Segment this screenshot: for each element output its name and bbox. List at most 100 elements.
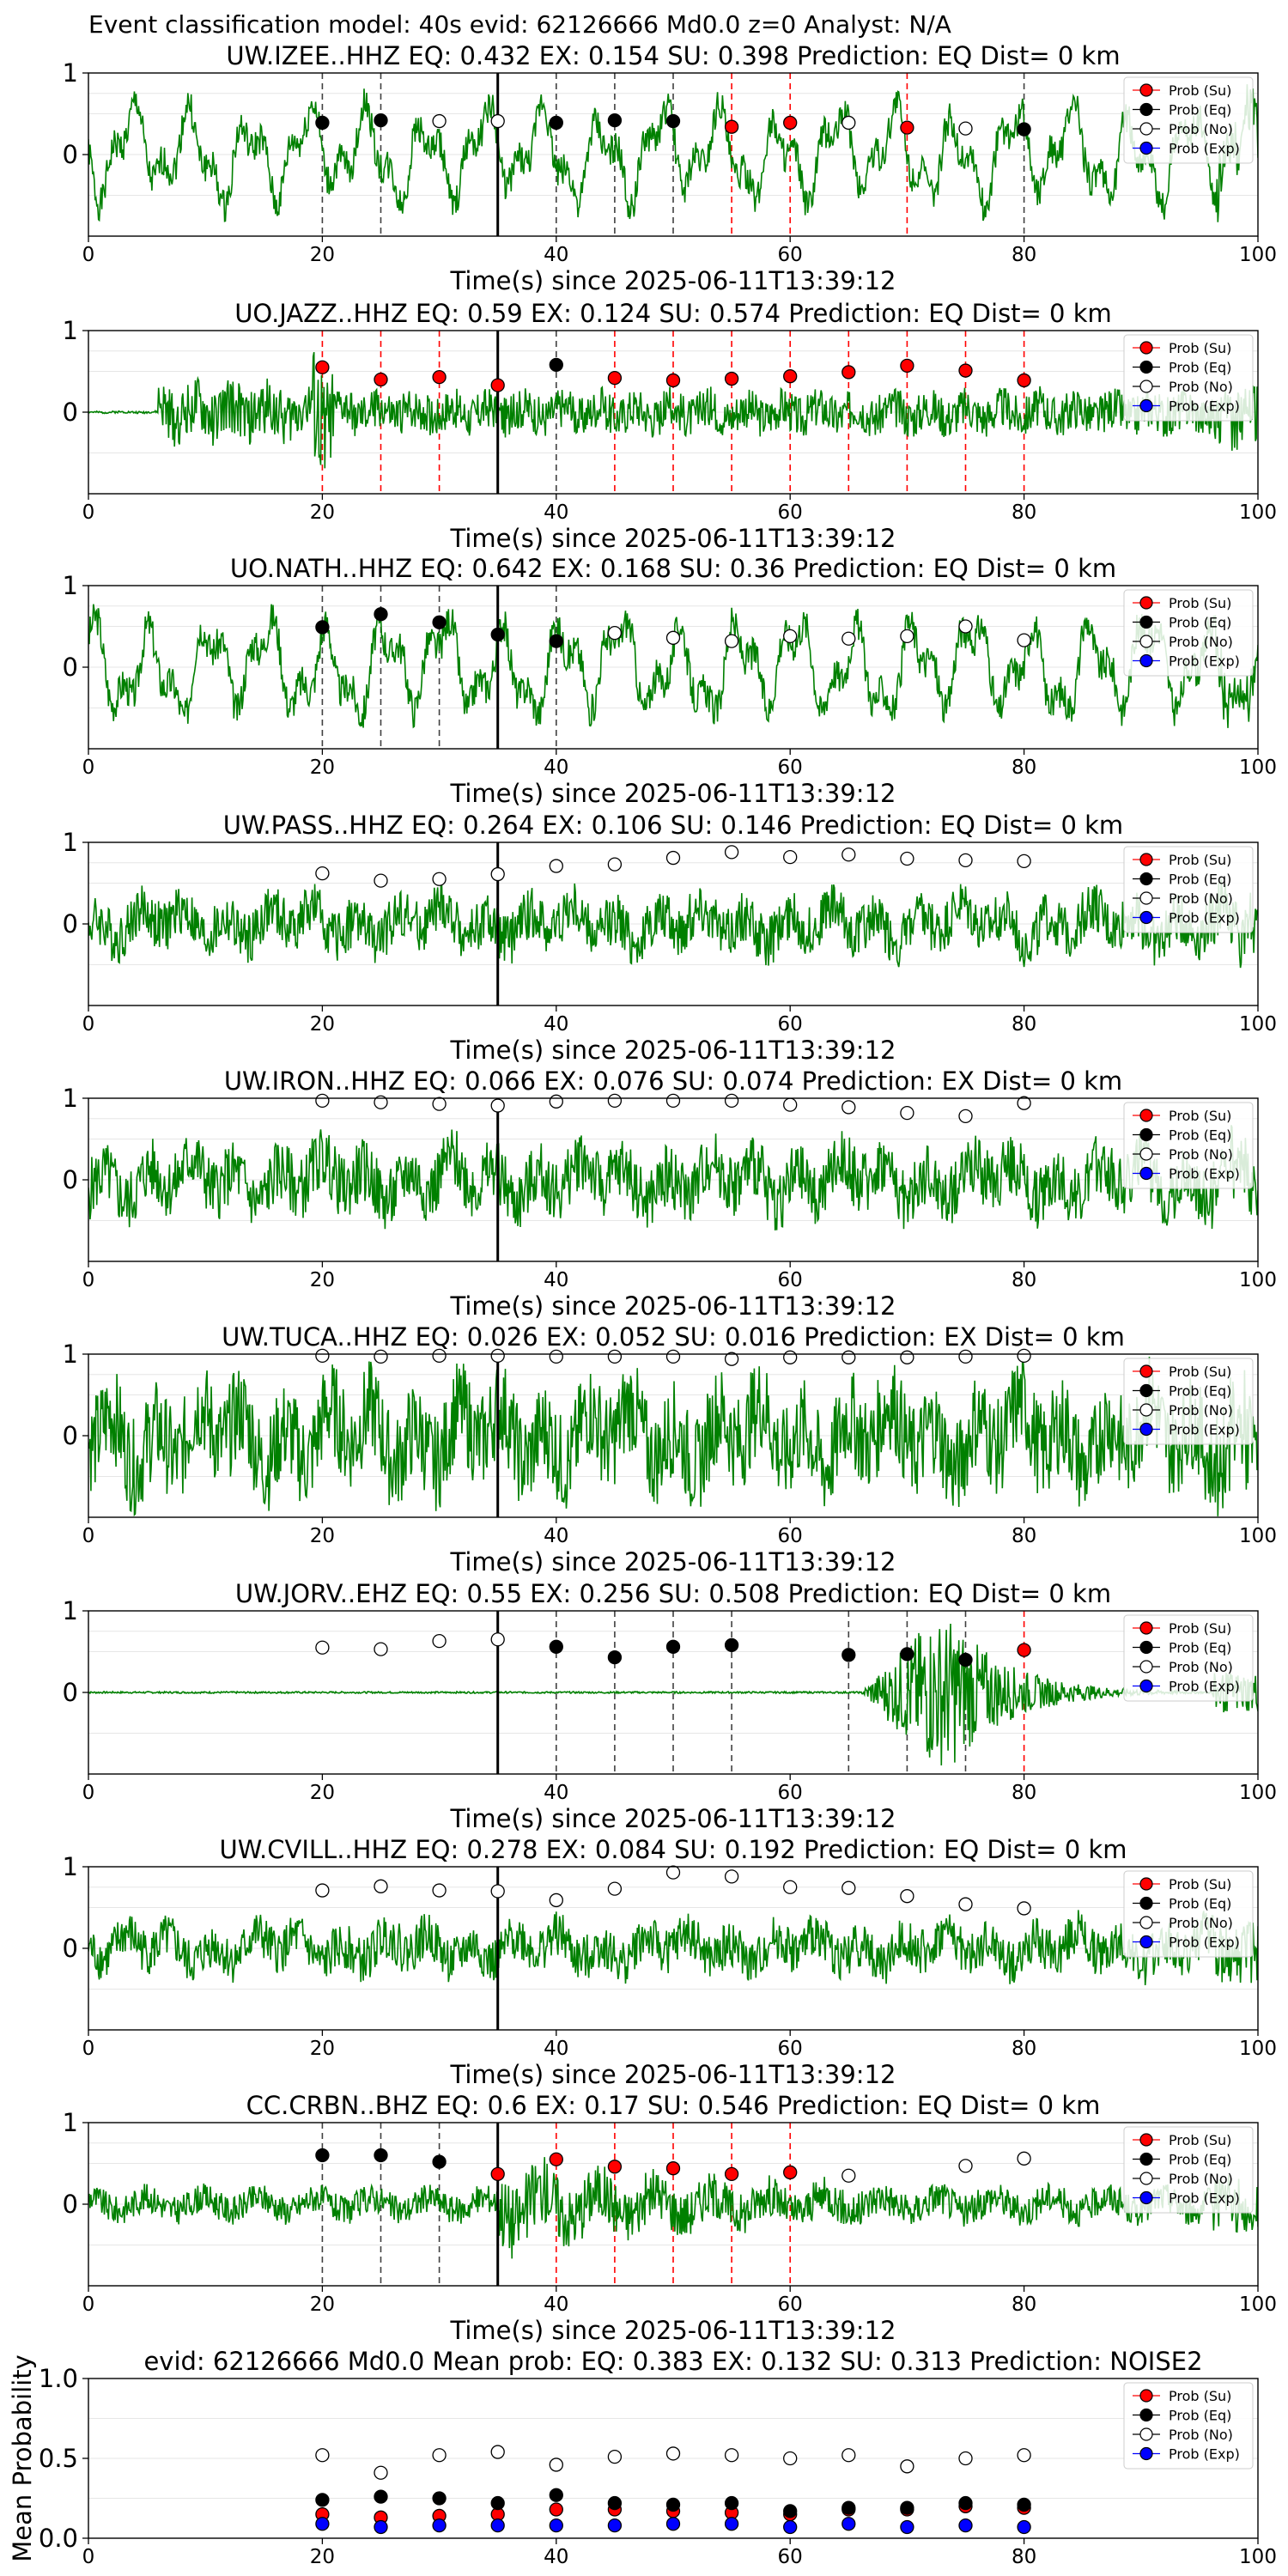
x-tick-label: 0 <box>82 244 95 266</box>
x-tick-label: 20 <box>310 2293 335 2316</box>
mean-prob-point <box>315 2448 330 2463</box>
legend-label: Prob (Exp) <box>1169 141 1240 157</box>
prob-marker <box>1017 633 1031 647</box>
prob-marker <box>315 866 330 881</box>
x-tick-label: 100 <box>1239 2293 1277 2316</box>
prob-marker <box>432 1883 447 1898</box>
prob-marker <box>607 1881 623 1896</box>
panel-title: UO.NATH..HHZ EQ: 0.642 EX: 0.168 SU: 0.3… <box>230 554 1116 583</box>
panel-7: UW.JORV..EHZ EQ: 0.55 EX: 0.256 SU: 0.50… <box>63 1579 1277 1833</box>
prob-marker <box>841 2168 856 2183</box>
prob-marker <box>549 1349 563 1364</box>
panel-title: UW.CVILL..HHZ EQ: 0.278 EX: 0.084 SU: 0.… <box>219 1835 1127 1864</box>
prob-marker <box>958 1349 973 1364</box>
prob-marker <box>724 634 739 648</box>
prob-marker <box>490 1884 505 1899</box>
prob-marker <box>783 115 798 131</box>
prob-marker <box>432 113 447 129</box>
prob-marker <box>900 851 914 866</box>
prob-marker <box>374 112 388 128</box>
prob-marker <box>549 1639 563 1654</box>
legend-marker <box>1139 1109 1153 1122</box>
prob-marker <box>549 357 563 373</box>
y-tick-label: 0 <box>63 398 78 427</box>
mean-prob-point <box>783 2504 798 2518</box>
y-tick-label: 0 <box>63 1934 78 1963</box>
x-tick-label: 60 <box>778 2546 803 2568</box>
y-tick-label: 1 <box>63 571 78 600</box>
legend-label: Prob (Su) <box>1169 340 1231 356</box>
prob-marker <box>724 1869 739 1884</box>
y-tick-label: 1.0 <box>39 2364 78 2393</box>
mean-prob-point <box>549 2458 563 2472</box>
x-tick-label: 100 <box>1239 1013 1277 1036</box>
prob-marker <box>900 358 914 374</box>
prob-marker <box>490 1348 505 1364</box>
panel-title: UW.IZEE..HHZ EQ: 0.432 EX: 0.154 SU: 0.3… <box>226 41 1120 70</box>
mean-prob-point <box>900 2459 914 2474</box>
legend-label: Prob (Eq) <box>1169 1383 1231 1400</box>
x-tick-label: 40 <box>544 244 568 266</box>
mean-prob-point <box>490 2495 505 2511</box>
legend-marker <box>1139 360 1153 374</box>
x-tick-label: 0 <box>82 2546 95 2568</box>
prob-marker <box>841 115 856 131</box>
prob-marker <box>374 1349 388 1364</box>
prob-marker <box>958 853 973 868</box>
prob-marker <box>432 1097 447 1111</box>
prob-marker <box>900 1350 914 1364</box>
legend-label: Prob (Exp) <box>1169 2190 1240 2207</box>
legend-label: Prob (No) <box>1169 1915 1233 1931</box>
mean-prob-point <box>724 2448 739 2463</box>
legend-marker <box>1139 341 1153 355</box>
y-tick-label: 0 <box>63 1678 78 1707</box>
prob-marker <box>958 121 973 136</box>
legend-label: Prob (Exp) <box>1169 1935 1240 1951</box>
prob-marker <box>1017 122 1031 137</box>
x-axis-label: Time(s) since 2025-06-11T13:39:12 <box>450 2316 896 2345</box>
prob-marker <box>900 629 914 644</box>
prob-marker <box>665 1639 681 1654</box>
x-tick-label: 40 <box>544 1525 568 1547</box>
legend-label: Prob (No) <box>1169 634 1233 650</box>
mean-prob-point <box>549 2488 563 2502</box>
legend-marker <box>1139 615 1153 629</box>
prob-marker <box>490 2166 505 2182</box>
mean-prob-point <box>1017 2497 1031 2512</box>
prob-marker <box>841 1880 856 1895</box>
y-tick-label: 1 <box>63 1084 78 1113</box>
prob-marker <box>665 113 681 129</box>
panel-title: CC.CRBN..BHZ EQ: 0.6 EX: 0.17 SU: 0.546 … <box>246 2091 1101 2120</box>
prob-marker <box>724 119 739 134</box>
prob-marker <box>958 1652 973 1668</box>
legend-marker <box>1139 635 1153 648</box>
prob-marker <box>958 363 973 378</box>
legend-label: Prob (Su) <box>1169 1620 1231 1637</box>
legend-marker <box>1139 1147 1153 1161</box>
x-axis-label: Time(s) since 2025-06-11T13:39:12 <box>450 1291 896 1321</box>
x-tick-label: 0 <box>82 756 95 779</box>
legend-box <box>1123 1102 1254 1189</box>
prob-marker <box>783 1350 798 1364</box>
legend-marker <box>1139 1877 1153 1891</box>
prob-marker <box>665 1093 681 1108</box>
legend-label: Prob (Exp) <box>1169 910 1240 927</box>
y-axis-label: Mean Probability <box>8 2354 37 2562</box>
mean-prob-point <box>607 2518 623 2533</box>
legend-marker <box>1139 2446 1153 2461</box>
prob-marker <box>783 629 798 644</box>
legend-label: Prob (Su) <box>1169 2132 1231 2148</box>
legend-marker <box>1139 2152 1153 2166</box>
x-axis-label: Time(s) since 2025-06-11T13:39:12 <box>450 2060 896 2089</box>
prob-marker <box>432 2154 447 2169</box>
legend-box <box>1123 1358 1254 1445</box>
legend-marker <box>1139 1364 1153 1378</box>
x-tick-label: 20 <box>310 1269 335 1291</box>
legend-marker <box>1139 1166 1153 1181</box>
panel-title: UW.IRON..HHZ EQ: 0.066 EX: 0.076 SU: 0.0… <box>224 1066 1122 1096</box>
x-tick-label: 40 <box>544 1782 568 1804</box>
prob-marker <box>1017 1096 1031 1110</box>
prob-marker <box>900 1889 914 1904</box>
mean-prob-point <box>549 2518 563 2533</box>
x-tick-label: 20 <box>310 1013 335 1036</box>
